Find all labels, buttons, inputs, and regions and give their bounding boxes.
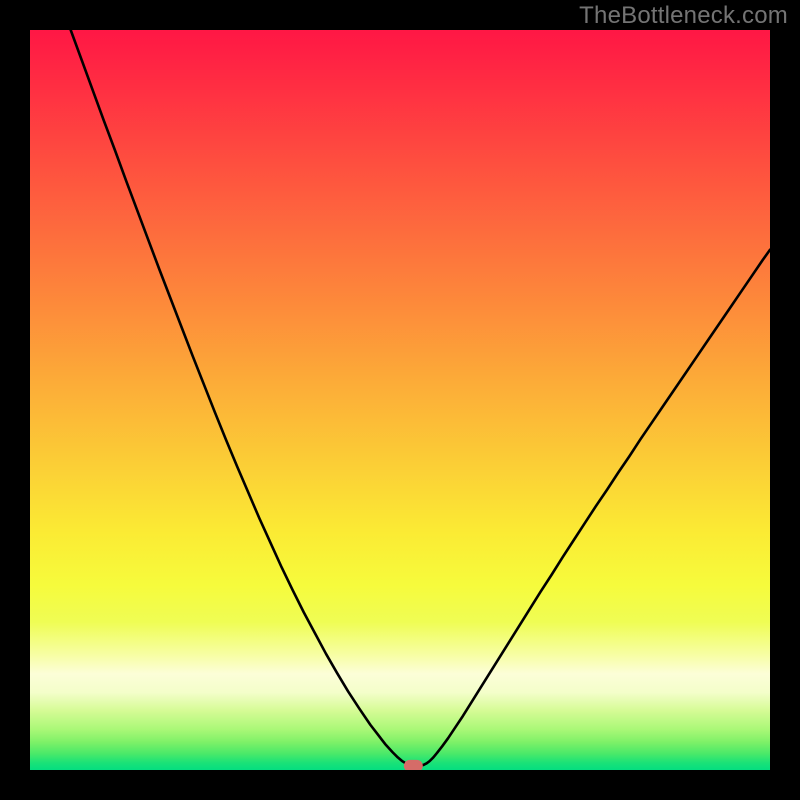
- optimal-marker: [404, 760, 423, 770]
- bottleneck-chart: [30, 30, 770, 770]
- chart-container: TheBottleneck.com: [0, 0, 800, 800]
- chart-background: [30, 30, 770, 770]
- watermark-text: TheBottleneck.com: [579, 2, 788, 30]
